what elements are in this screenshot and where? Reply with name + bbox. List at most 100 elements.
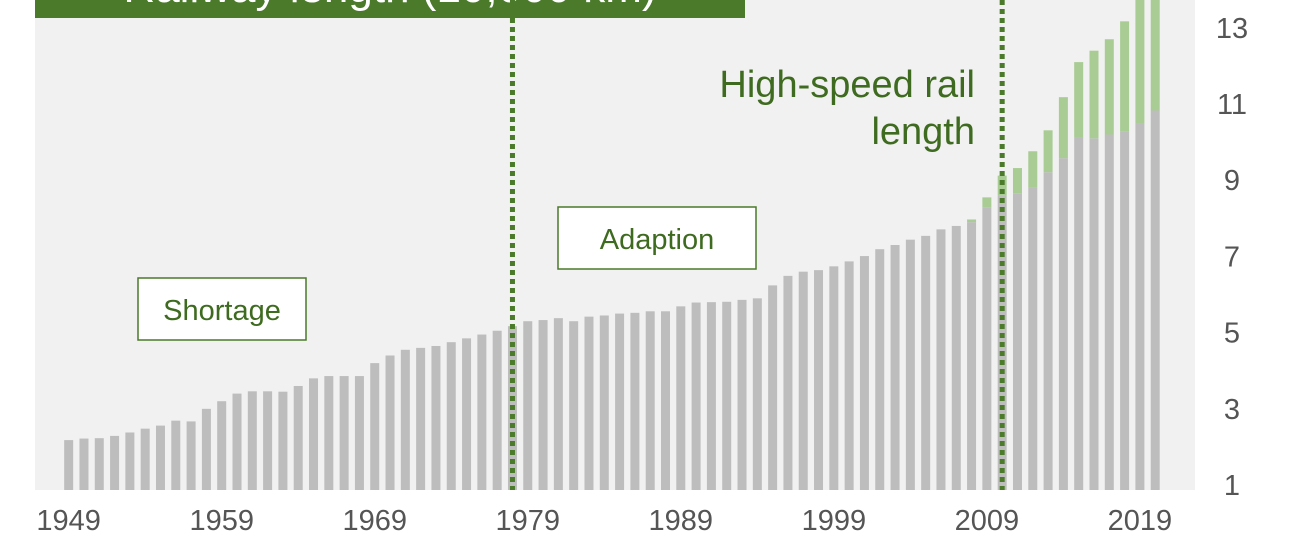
bar [416,347,426,490]
bar [661,311,671,490]
annotation-box [557,206,757,270]
bar [905,239,915,490]
x-tick-label: 1979 [496,505,561,537]
bar [64,440,74,490]
bar [1089,138,1099,490]
annotation-box [137,277,307,341]
bar [293,385,303,490]
annotation: Adaption [600,224,715,256]
bar [615,313,625,490]
bar [814,270,824,490]
bar [1043,172,1053,490]
bar [599,315,609,490]
bar [462,338,472,490]
bar [1058,158,1068,490]
bar [477,334,487,490]
y-tick-label: 7 [1224,241,1240,273]
bar [400,349,410,490]
x-tick-label: 1949 [36,505,101,537]
bar [247,391,257,490]
bar [171,420,181,490]
x-tick-label: 1969 [342,505,407,537]
bar [875,249,885,490]
x-tick-label: 1959 [189,505,254,537]
bar [125,432,135,490]
bar [201,408,211,490]
bar [768,285,778,490]
bar [1028,151,1038,188]
bar [921,235,931,490]
bar [492,330,502,490]
y-tick-label: 5 [1224,318,1240,350]
bar [1012,168,1022,194]
bar [1104,134,1114,490]
bar [1135,0,1145,124]
bar [538,320,548,490]
bar [79,438,89,490]
bar [1104,39,1114,135]
bar [691,302,701,490]
bar [1058,97,1068,159]
bar [431,345,441,490]
bar [798,271,808,490]
x-tick-label: 2019 [1108,505,1173,537]
bar [951,225,961,490]
bar [339,376,349,490]
bars [64,0,1160,490]
bar [829,266,839,490]
bar [859,256,869,490]
bar [186,421,196,490]
bar [584,316,594,490]
bar [890,245,900,490]
bar [722,301,732,490]
bar [783,275,793,490]
bar [1135,123,1145,490]
bar [737,299,747,490]
y-tick-label: 9 [1224,165,1240,197]
x-tick-label: 2009 [955,505,1020,537]
bar [569,321,579,490]
bar [967,222,977,490]
bar [706,302,716,490]
y-tick-label: 11 [1217,89,1247,121]
bar [385,355,395,490]
bar [1089,50,1099,139]
bar [324,376,334,490]
x-tick-label: 1989 [649,505,714,537]
bar [263,391,273,490]
y-tick-label: 3 [1224,394,1240,426]
bar [523,321,533,490]
bar [676,306,686,490]
bar [1012,193,1022,490]
bar [217,401,227,490]
bar [967,219,977,223]
x-tick-label: 1999 [802,505,867,537]
bar [844,261,854,490]
bar [446,342,456,490]
bar [94,438,104,490]
chart-title: Railway length (10,000 km) [123,0,656,12]
bar [140,428,150,490]
bar [1150,110,1160,490]
bar [997,175,1007,196]
bar [309,378,319,490]
bar [1150,0,1160,111]
bar [1120,131,1130,490]
bar [155,425,165,490]
bar [645,311,655,490]
bar [110,435,120,490]
bar [1028,187,1038,490]
annotation: Shortage [163,295,281,327]
y-tick-label: 13 [1216,13,1248,45]
bar [630,312,640,490]
title-box [35,0,745,18]
y-tick-label: 1 [1224,470,1240,502]
bar [1074,62,1084,138]
bar [982,207,992,490]
bar [232,393,242,490]
bar [936,229,946,490]
series-label: High-speed rail length [719,64,975,153]
bar [278,391,288,490]
